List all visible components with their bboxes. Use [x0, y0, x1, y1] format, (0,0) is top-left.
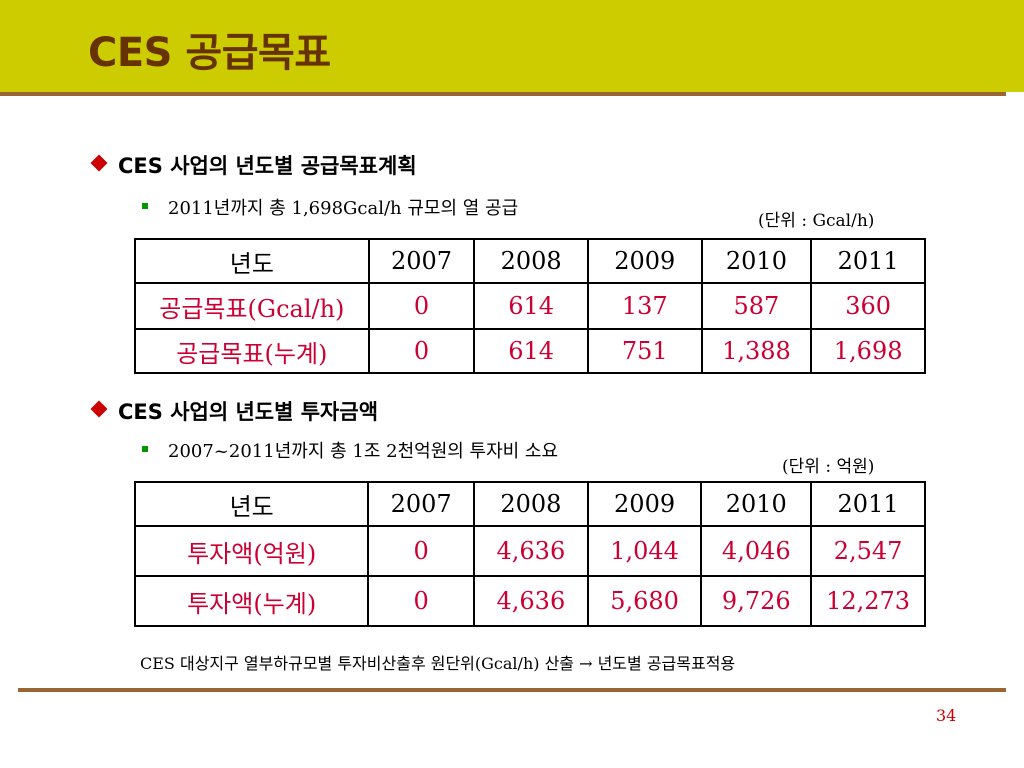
header-cell: 2009: [586, 481, 703, 527]
title-divider: [0, 92, 1006, 96]
header-cell: 년도: [133, 481, 370, 527]
table-header-row: 년도 2007 2008 2009 2010 2011: [133, 481, 926, 527]
diamond-bullet-icon: [90, 154, 108, 172]
supply-target-table: 년도 2007 2008 2009 2010 2011 공급목표(Gcal/h)…: [134, 238, 926, 374]
slide-title: CES 공급목표: [88, 30, 331, 76]
table-cell: 4,046: [700, 525, 813, 577]
section2-heading: CES 사업의 년도별 투자금액: [118, 400, 379, 424]
table-cell: 587: [700, 282, 813, 330]
header-cell: 2008: [473, 238, 589, 284]
section1-unit: (단위 : Gcal/h): [758, 211, 875, 231]
section2-bullet: 2007~2011년까지 총 1조 2천억원의 투자비 소요: [168, 441, 559, 462]
header-cell: 2010: [700, 238, 813, 284]
table-cell: 4,636: [473, 525, 589, 577]
table-cell: 0: [367, 282, 476, 330]
row-label: 공급목표(누계): [134, 328, 370, 374]
section1-bullet: 2011년까지 총 1,698Gcal/h 규모의 열 공급: [168, 198, 519, 219]
title-bar: [0, 0, 1024, 92]
table-cell: 614: [473, 282, 589, 330]
header-cell: 2007: [367, 481, 476, 527]
table-header-row: 년도 2007 2008 2009 2010 2011: [134, 238, 926, 284]
table-row: 투자액(누계) 0 4,636 5,680 9,726 12,273: [133, 575, 926, 627]
row-label: 공급목표(Gcal/h): [134, 282, 370, 330]
table-cell: 12,273: [810, 575, 926, 627]
table-cell: 614: [473, 328, 589, 374]
footer-divider: [18, 688, 1006, 692]
diamond-bullet-icon: [90, 400, 108, 418]
table-cell: 4,636: [473, 575, 589, 627]
row-label: 투자액(억원): [133, 525, 370, 577]
table-cell: 0: [367, 575, 476, 627]
table-cell: 5,680: [586, 575, 703, 627]
header-cell: 년도: [134, 238, 370, 284]
square-bullet-icon: [142, 203, 148, 209]
footnote: CES 대상지구 열부하규모별 투자비산출후 원단위(Gcal/h) 산출 → …: [140, 654, 736, 673]
header-cell: 2010: [700, 481, 813, 527]
table-cell: 751: [586, 328, 703, 374]
table-cell: 2,547: [810, 525, 926, 577]
table-row: 공급목표(Gcal/h) 0 614 137 587 360: [134, 282, 926, 330]
row-label: 투자액(누계): [133, 575, 370, 627]
table-cell: 360: [810, 282, 926, 330]
table-cell: 0: [367, 328, 476, 374]
page-number: 34: [936, 706, 957, 725]
header-cell: 2011: [810, 481, 926, 527]
header-cell: 2011: [810, 238, 926, 284]
table-cell: 9,726: [700, 575, 813, 627]
table-cell: 0: [367, 525, 476, 577]
table-row: 공급목표(누계) 0 614 751 1,388 1,698: [134, 328, 926, 374]
header-cell: 2008: [473, 481, 589, 527]
table-cell: 137: [586, 282, 703, 330]
investment-table: 년도 2007 2008 2009 2010 2011 투자액(억원) 0 4,…: [133, 481, 926, 627]
table-cell: 1,388: [700, 328, 813, 374]
header-cell: 2007: [367, 238, 476, 284]
table-cell: 1,044: [586, 525, 703, 577]
table-row: 투자액(억원) 0 4,636 1,044 4,046 2,547: [133, 525, 926, 577]
section2-unit: (단위 : 억원): [782, 457, 875, 477]
header-cell: 2009: [586, 238, 703, 284]
table-cell: 1,698: [810, 328, 926, 374]
section1-heading: CES 사업의 년도별 공급목표계획: [118, 154, 417, 178]
square-bullet-icon: [142, 446, 148, 452]
